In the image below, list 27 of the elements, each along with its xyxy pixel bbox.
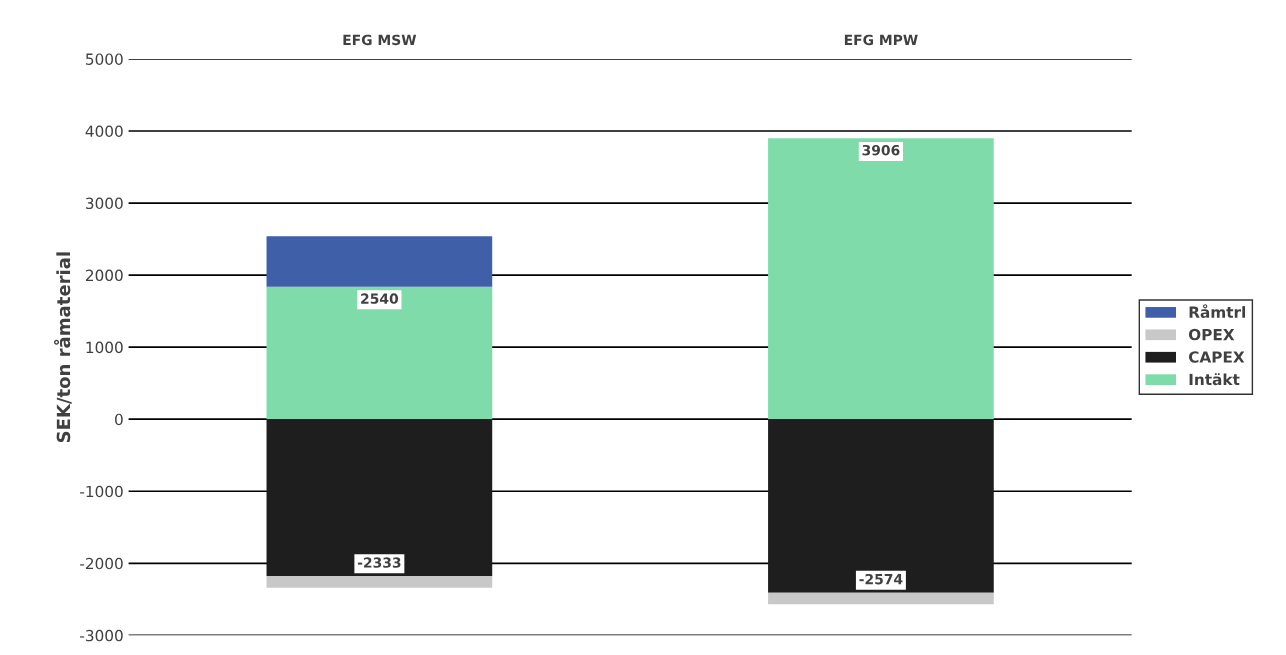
x-tick-label: EFG MSW (343, 34, 417, 46)
y-tick-label: 4000 (85, 125, 123, 138)
bar (266, 419, 493, 577)
x-tick-label: EFG MPW (844, 34, 918, 46)
y-axis-title: SEK/ton råmaterial (54, 252, 72, 443)
legend-label: OPEX (1188, 328, 1235, 341)
y-tick-label: 0 (115, 413, 123, 426)
text: -2574 (859, 573, 903, 585)
text: -2333 (357, 557, 401, 568)
bar (266, 236, 493, 287)
y-tick-label: 5000 (86, 53, 123, 65)
text: 2540 (361, 293, 399, 304)
legend-label: CAPEX (1188, 351, 1245, 363)
y-tick-label: -3000 (80, 629, 123, 642)
bar (266, 286, 493, 420)
bar (768, 138, 994, 420)
bar (768, 592, 994, 605)
y-tick-label: -2000 (80, 557, 123, 570)
y-tick-label: -1000 (80, 485, 123, 498)
bar (768, 419, 994, 593)
y-tick-label: 2000 (85, 269, 123, 282)
legend-label: Intäkt (1189, 373, 1240, 386)
y-tick-label: 1000 (86, 341, 123, 354)
text: 3906 (862, 144, 900, 156)
legend-label: Råmtrl (1189, 304, 1245, 318)
bar (266, 576, 493, 588)
y-tick-label: 3000 (86, 197, 123, 210)
